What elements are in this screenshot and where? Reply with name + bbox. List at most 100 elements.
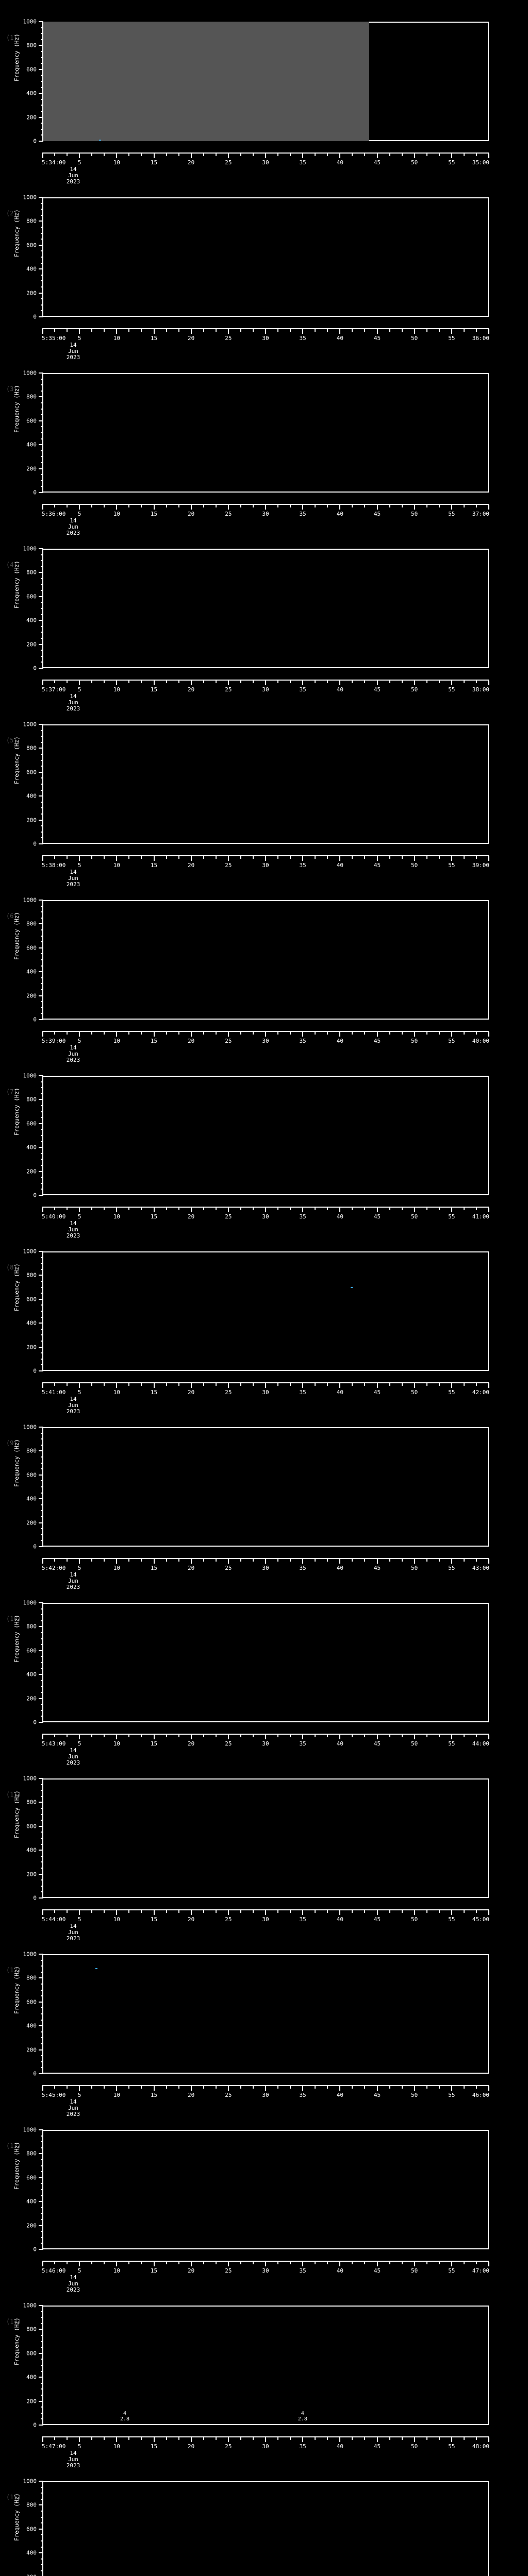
date-year: 2023 xyxy=(66,2462,80,2469)
x-axis-major-tick xyxy=(265,1383,266,1388)
x-axis-tick-label: 50 xyxy=(411,1740,418,1747)
y-axis-minor-tick xyxy=(41,1989,43,1991)
y-axis-minor-tick xyxy=(41,1959,43,1961)
y-axis-minor-tick xyxy=(41,1608,43,1609)
spectrogram-panel: (5) Frequency (Hz) 0 200 400 600 800 1000 5 10 15 2… xyxy=(0,703,528,888)
x-axis-minor-tick xyxy=(364,154,366,156)
y-axis-minor-tick xyxy=(41,456,43,457)
spectrogram-panel: (14) Frequency (Hz) 0 200 400 600 800 1000 4 2.8 4… xyxy=(0,2284,528,2469)
x-axis: 5 10 15 20 25 30 35 40 45 50 55 5:47:00 48:00 xyxy=(42,2436,489,2450)
y-axis-minor-tick xyxy=(41,766,43,767)
date-year: 2023 xyxy=(66,1584,80,1590)
y-axis-tick-label: 200 xyxy=(26,641,37,648)
y-axis-minor-tick xyxy=(41,209,43,210)
y-axis-tick-label: 0 xyxy=(33,1367,37,1375)
x-axis-start-cap xyxy=(42,505,43,510)
x-axis-major-tick xyxy=(79,154,80,158)
x-axis-tick-label: 25 xyxy=(225,1038,232,1044)
x-axis-major-tick xyxy=(414,2262,415,2266)
y-axis-minor-tick xyxy=(41,1704,43,1705)
plot-area: 0 200 400 600 800 1000 xyxy=(23,1424,489,1550)
plot-bottom-edge xyxy=(42,2073,489,2074)
y-axis-major-tick xyxy=(39,21,43,22)
y-axis-tick-label: 600 xyxy=(26,1647,37,1654)
x-axis-major-tick xyxy=(265,2262,266,2266)
x-axis-major-tick xyxy=(451,154,452,158)
x-axis-major-tick xyxy=(302,1735,304,1739)
x-axis-minor-tick xyxy=(252,1910,254,1913)
y-axis-minor-tick xyxy=(41,655,43,657)
x-axis-minor-tick xyxy=(91,856,93,859)
x-axis-minor-tick xyxy=(364,329,366,332)
x-axis-minor-tick xyxy=(215,2262,217,2264)
y-axis-title: Frequency (Hz) xyxy=(13,912,20,960)
x-axis-tick-label: 25 xyxy=(225,2443,232,2450)
y-axis-minor-tick xyxy=(41,831,43,833)
x-axis-minor-tick xyxy=(128,2437,130,2440)
y-axis-minor-tick xyxy=(41,1995,43,1997)
x-axis-minor-tick xyxy=(438,2262,440,2264)
plot-bottom-edge xyxy=(42,1546,489,1547)
x-axis-major-tick xyxy=(414,329,415,334)
x-axis-minor-tick xyxy=(178,1208,179,1210)
x-axis-start-cap xyxy=(42,154,43,158)
x-axis-major-tick xyxy=(302,1559,304,1564)
x-axis-minor-tick xyxy=(104,2437,105,2440)
spectrogram-panel: (6) Frequency (Hz) 0 200 400 600 800 1000 5 10 15 2… xyxy=(0,878,528,1063)
x-axis-major-tick xyxy=(42,856,43,861)
y-axis-major-tick xyxy=(39,1897,43,1899)
y-axis-minor-tick xyxy=(41,1965,43,1967)
y-axis-minor-tick xyxy=(41,2558,43,2560)
y-axis-minor-tick xyxy=(41,1182,43,1184)
y-axis-minor-tick xyxy=(41,825,43,827)
x-axis-start-time-label: 5:37:00 xyxy=(42,686,66,693)
x-axis-minor-tick xyxy=(54,1032,56,1035)
x-axis-minor-tick xyxy=(327,2262,328,2264)
y-axis-minor-tick xyxy=(41,1135,43,1136)
x-axis-major-tick xyxy=(414,2086,415,2091)
x-axis-minor-tick xyxy=(240,1383,241,1386)
x-axis-minor-tick xyxy=(67,1559,68,1562)
x-axis-tick-label: 30 xyxy=(262,1038,269,1044)
x-axis-tick-label: 40 xyxy=(336,1213,343,1220)
y-axis-minor-tick xyxy=(41,837,43,839)
x-axis-tick-label: 25 xyxy=(225,1389,232,1396)
x-axis-tick-label: 5 xyxy=(77,1740,81,1747)
x-axis-major-tick xyxy=(79,856,80,861)
x-axis-minor-tick xyxy=(141,505,142,507)
x-axis-end-time-label: 40:00 xyxy=(472,1038,489,1044)
y-axis-tick-label: 0 xyxy=(33,2070,37,2077)
x-axis-tick-label: 50 xyxy=(411,1213,418,1220)
x-axis-start-cap xyxy=(42,2262,43,2266)
x-axis-minor-tick xyxy=(364,856,366,859)
x-axis-tick-label: 30 xyxy=(262,1565,269,1571)
x-axis-end-time-label: 38:00 xyxy=(472,686,489,693)
y-axis-major-tick xyxy=(39,2400,43,2402)
x-axis-minor-tick xyxy=(252,329,254,332)
x-axis-minor-tick xyxy=(166,2262,167,2264)
x-axis-major-tick xyxy=(153,2086,155,2091)
x-axis-minor-tick xyxy=(178,2262,179,2264)
x-axis-minor-tick xyxy=(327,154,328,156)
y-axis-minor-tick xyxy=(41,1885,43,1887)
x-axis-minor-tick xyxy=(141,1910,142,1913)
x-axis-minor-tick xyxy=(426,856,427,859)
x-axis-minor-tick xyxy=(203,1910,204,1913)
x-axis-major-tick xyxy=(339,681,341,685)
y-axis-minor-tick xyxy=(41,1504,43,1505)
x-axis: 5 10 15 20 25 30 35 40 45 50 55 5:39:00 40:00 xyxy=(42,1031,489,1044)
y-axis-minor-tick xyxy=(41,286,43,287)
y-axis-minor-tick xyxy=(41,1644,43,1646)
y-axis-major-tick xyxy=(39,141,43,142)
y-axis-major-tick xyxy=(39,2305,43,2306)
y-axis-minor-tick xyxy=(41,584,43,585)
y-axis-minor-tick xyxy=(41,2236,43,2238)
y-axis-tick-label: 0 xyxy=(33,2246,37,2253)
x-axis-minor-tick xyxy=(240,2262,241,2264)
y-axis-minor-tick xyxy=(41,2382,43,2384)
y-axis-major-tick xyxy=(39,724,43,725)
y-axis-minor-tick xyxy=(41,1784,43,1785)
x-axis-minor-tick xyxy=(91,1559,93,1562)
y-axis-minor-tick xyxy=(41,2171,43,2173)
x-axis-tick-label: 10 xyxy=(113,2443,120,2450)
